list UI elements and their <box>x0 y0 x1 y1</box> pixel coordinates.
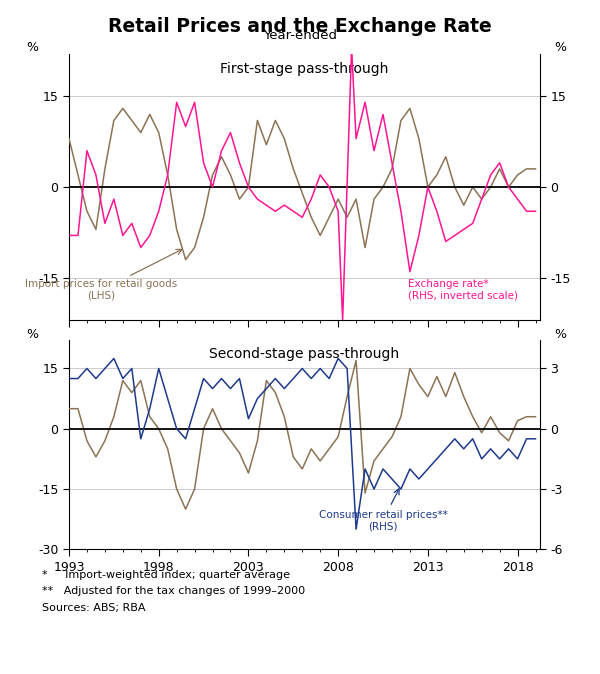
Text: %: % <box>554 328 566 341</box>
Text: Sources: ABS; RBA: Sources: ABS; RBA <box>42 603 146 613</box>
Text: Year-ended: Year-ended <box>263 29 337 42</box>
Text: Second-stage pass-through: Second-stage pass-through <box>209 346 400 361</box>
Text: *     Import-weighted index; quarter average: * Import-weighted index; quarter average <box>42 570 290 580</box>
Text: First-stage pass-through: First-stage pass-through <box>220 62 389 76</box>
Text: Consumer retail prices**
(RHS): Consumer retail prices** (RHS) <box>319 489 448 531</box>
Text: Retail Prices and the Exchange Rate: Retail Prices and the Exchange Rate <box>108 17 492 36</box>
Text: **   Adjusted for the tax changes of 1999–2000: ** Adjusted for the tax changes of 1999–… <box>42 586 305 596</box>
Text: %: % <box>26 328 38 341</box>
Text: %: % <box>26 41 38 55</box>
Text: Exchange rate*
(RHS, inverted scale): Exchange rate* (RHS, inverted scale) <box>408 279 518 301</box>
Text: %: % <box>554 41 566 55</box>
Text: Import prices for retail goods
(LHS): Import prices for retail goods (LHS) <box>25 249 182 301</box>
